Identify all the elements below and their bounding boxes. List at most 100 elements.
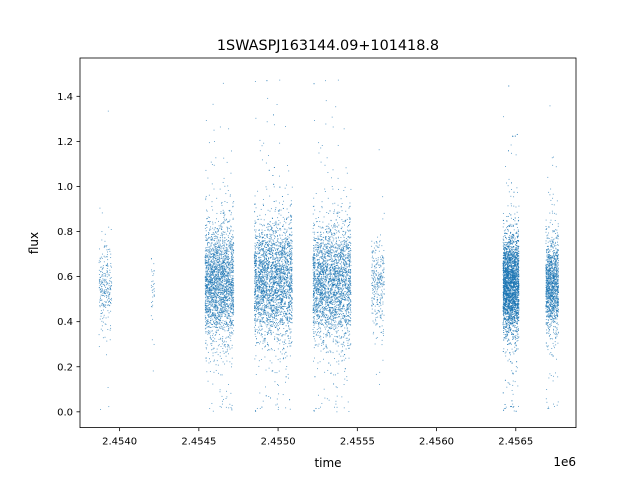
data-point	[222, 213, 224, 214]
data-point	[205, 285, 207, 287]
data-point	[271, 313, 273, 315]
data-point	[212, 271, 214, 273]
data-point	[206, 256, 207, 258]
data-point	[263, 268, 265, 270]
data-point	[222, 265, 224, 266]
data-point	[279, 288, 281, 290]
data-point	[108, 274, 110, 276]
data-point	[212, 298, 214, 300]
data-point	[231, 347, 233, 349]
data-point	[208, 238, 210, 240]
data-point	[231, 295, 233, 297]
data-point	[102, 253, 103, 255]
data-point	[257, 260, 259, 262]
data-point	[103, 281, 105, 283]
data-point	[285, 325, 287, 327]
data-point	[262, 225, 264, 227]
data-point	[268, 253, 270, 255]
data-point	[253, 256, 255, 258]
data-point	[226, 396, 228, 398]
data-point	[254, 322, 256, 324]
data-point	[281, 291, 283, 293]
data-point	[216, 242, 218, 244]
data-point	[279, 313, 281, 315]
data-point	[288, 257, 290, 259]
data-point	[255, 295, 257, 297]
data-point	[224, 220, 226, 222]
data-point	[275, 263, 277, 265]
data-point	[223, 260, 224, 262]
data-point	[221, 271, 223, 273]
data-point	[282, 286, 284, 288]
data-point	[109, 287, 111, 289]
data-point	[255, 264, 257, 266]
data-point	[231, 256, 233, 258]
data-point	[227, 295, 229, 297]
data-point	[227, 267, 229, 269]
data-point	[104, 291, 106, 293]
data-point	[110, 285, 112, 287]
data-point	[216, 231, 218, 233]
data-point	[291, 247, 293, 249]
data-point	[260, 208, 262, 210]
data-point	[229, 274, 231, 276]
data-point	[218, 280, 220, 282]
data-point	[278, 213, 280, 215]
data-point	[227, 293, 228, 295]
data-point	[265, 290, 267, 292]
data-point	[216, 329, 218, 331]
data-point	[257, 251, 259, 253]
data-point	[262, 281, 264, 282]
data-point	[291, 280, 293, 282]
data-point	[230, 262, 232, 264]
data-point	[278, 322, 280, 324]
data-point	[221, 272, 223, 274]
data-point	[206, 344, 208, 346]
data-point	[261, 336, 263, 338]
data-point	[255, 273, 257, 275]
data-point	[261, 269, 263, 270]
data-point	[286, 270, 288, 272]
data-point	[215, 279, 217, 281]
data-point	[211, 288, 213, 290]
data-point	[215, 327, 217, 328]
data-point	[286, 330, 288, 332]
data-point	[228, 310, 230, 312]
data-point	[262, 279, 263, 281]
data-point	[211, 297, 213, 299]
data-point	[213, 315, 215, 317]
data-point	[101, 325, 103, 327]
data-point	[107, 287, 109, 289]
data-point	[267, 293, 268, 295]
data-point	[220, 254, 222, 256]
data-point	[276, 307, 278, 309]
data-point	[219, 227, 221, 229]
data-point	[231, 267, 233, 269]
data-point	[287, 193, 289, 195]
data-point	[227, 240, 229, 241]
data-point	[279, 243, 281, 245]
data-point	[282, 245, 284, 247]
data-point	[279, 298, 280, 300]
data-point	[258, 242, 260, 244]
data-point	[205, 293, 206, 295]
data-point	[281, 256, 283, 258]
data-point	[229, 240, 231, 242]
data-point	[275, 295, 277, 297]
data-point	[220, 258, 222, 259]
data-point	[228, 259, 229, 261]
data-point	[230, 283, 232, 285]
data-point	[262, 311, 264, 313]
data-point	[219, 253, 221, 255]
data-point	[209, 308, 211, 310]
data-point	[212, 269, 214, 271]
data-point	[232, 281, 234, 283]
data-point	[272, 261, 274, 263]
data-point	[276, 311, 278, 313]
data-point	[280, 335, 282, 337]
data-point	[256, 306, 258, 308]
data-point	[285, 331, 287, 332]
data-point	[226, 294, 228, 296]
data-point	[151, 286, 153, 288]
data-point	[206, 249, 208, 251]
